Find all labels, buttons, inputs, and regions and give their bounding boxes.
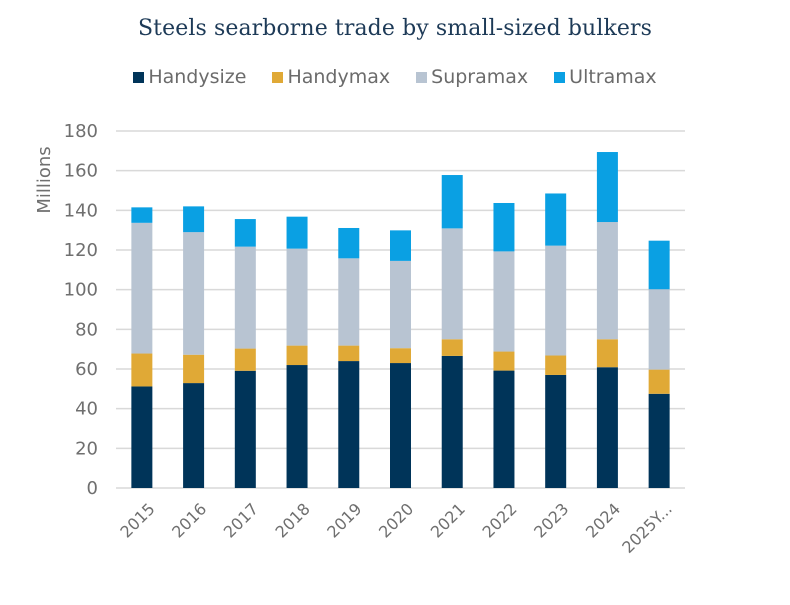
y-tick-label: 100 <box>64 280 98 301</box>
y-tick-label: 80 <box>75 319 98 340</box>
bar-handymax-2022 <box>493 351 515 371</box>
bar-handymax-2016 <box>183 354 205 384</box>
legend-item-handymax: Handymax <box>272 66 390 88</box>
chart-title: Steels searborne trade by small-sized bu… <box>137 16 653 41</box>
legend-label-handysize: Handysize <box>148 66 247 88</box>
bar-supramax-2018 <box>286 248 308 346</box>
bar-supramax-2019 <box>338 258 360 346</box>
x-tick-label: 2015 <box>116 499 158 541</box>
bar-handysize-2018 <box>286 365 308 488</box>
x-tick-label: 2024 <box>582 499 624 541</box>
legend-swatch-handysize <box>133 71 145 83</box>
bar-supramax-2023 <box>545 245 567 356</box>
bars <box>131 152 670 488</box>
x-tick-label: 2023 <box>530 499 572 541</box>
bar-ultramax-2022 <box>493 202 515 252</box>
bar-ultramax-2016 <box>183 206 205 233</box>
y-tick-label: 40 <box>75 399 98 420</box>
bar-supramax-2024 <box>596 222 618 340</box>
bar-ultramax-2017 <box>234 219 256 247</box>
bar-handysize-2024 <box>596 367 618 488</box>
bar-handysize-2015 <box>131 386 153 488</box>
bar-ultramax-2018 <box>286 216 308 249</box>
bar-handymax-2024 <box>596 339 618 368</box>
y-tick-label: 140 <box>64 200 98 221</box>
legend-item-supramax: Supramax <box>416 66 528 88</box>
y-tick-label: 0 <box>87 478 98 499</box>
legend-swatch-supramax <box>416 71 428 83</box>
x-tick-label: 2025Y... <box>618 499 676 557</box>
bar-handymax-2019 <box>338 345 360 362</box>
bar-supramax-2015 <box>131 222 153 354</box>
x-tick-label: 2018 <box>272 499 314 541</box>
bar-supramax-2017 <box>234 246 256 349</box>
bar-handymax-2015 <box>131 353 153 387</box>
y-tick-label: 160 <box>64 161 98 182</box>
chart-legend: Handysize Handymax Supramax Ultramax <box>0 66 790 88</box>
bar-ultramax-2025Y <box>648 240 670 290</box>
y-tick-label: 180 <box>64 121 98 142</box>
bar-supramax-2022 <box>493 251 515 352</box>
bar-ultramax-2019 <box>338 227 360 259</box>
legend-item-ultramax: Ultramax <box>554 66 657 88</box>
bar-handysize-2025Y <box>648 393 670 488</box>
legend-label-handymax: Handymax <box>287 66 391 88</box>
legend-swatch-ultramax <box>554 71 566 83</box>
bar-ultramax-2024 <box>596 152 618 223</box>
bar-supramax-2020 <box>390 260 411 349</box>
legend-swatch-handymax <box>272 71 284 83</box>
bar-ultramax-2023 <box>545 193 567 246</box>
y-tick-label: 60 <box>75 359 98 380</box>
bar-handymax-2025Y <box>648 369 670 394</box>
bar-handysize-2022 <box>493 370 515 488</box>
bar-handymax-2021 <box>441 339 463 356</box>
bar-handysize-2017 <box>234 370 256 488</box>
x-tick-label: 2019 <box>323 499 365 541</box>
y-axis-ticks: 0 20 40 60 80 100 120 140 160 180 <box>64 121 98 499</box>
bar-ultramax-2020 <box>390 230 411 261</box>
y-tick-label: 120 <box>64 240 98 261</box>
x-tick-label: 2020 <box>375 499 417 541</box>
bar-handymax-2023 <box>545 355 567 375</box>
bar-supramax-2025Y <box>648 289 670 370</box>
bar-ultramax-2021 <box>441 175 463 229</box>
bar-handysize-2021 <box>441 355 463 488</box>
y-tick-label: 20 <box>75 438 98 459</box>
bar-handysize-2023 <box>545 374 567 488</box>
bar-handysize-2016 <box>183 383 205 488</box>
bar-handymax-2020 <box>390 348 411 364</box>
bar-ultramax-2015 <box>131 207 153 223</box>
legend-item-handysize: Handysize <box>133 66 246 88</box>
x-tick-label: 2022 <box>478 499 520 541</box>
legend-label-supramax: Supramax <box>431 66 529 88</box>
x-axis-ticks: 2015 2016 2017 2018 2019 2020 2021 2022 2023 2024… <box>116 499 676 557</box>
bar-supramax-2016 <box>183 232 205 355</box>
bar-supramax-2021 <box>441 228 463 340</box>
y-axis-label: Millions <box>34 146 55 213</box>
x-tick-label: 2017 <box>220 499 262 541</box>
bar-handysize-2020 <box>390 363 411 488</box>
bar-handysize-2019 <box>338 361 360 488</box>
legend-label-ultramax: Ultramax <box>569 66 657 88</box>
x-tick-label: 2021 <box>427 499 469 541</box>
bar-handymax-2018 <box>286 345 308 366</box>
bar-handymax-2017 <box>234 348 256 371</box>
x-tick-label: 2016 <box>168 499 210 541</box>
